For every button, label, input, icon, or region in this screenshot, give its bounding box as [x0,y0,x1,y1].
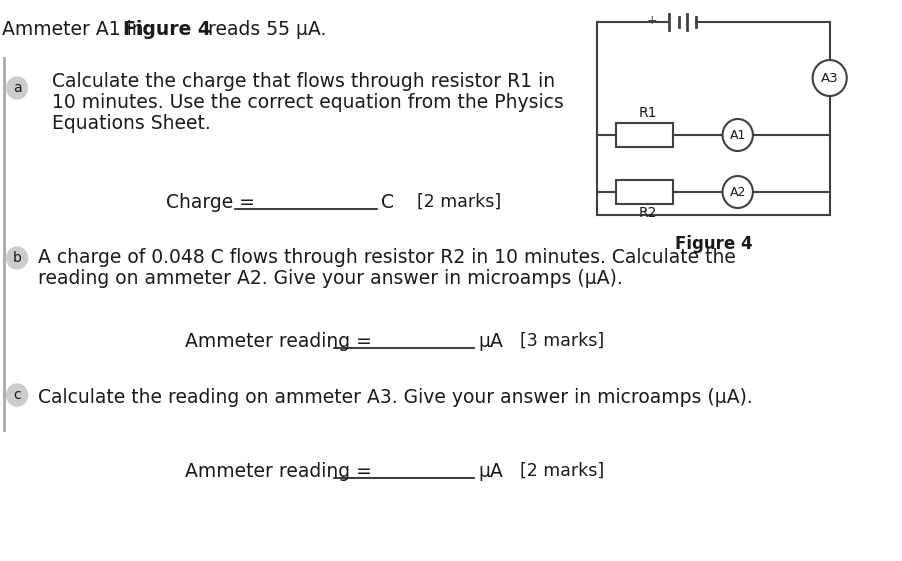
FancyBboxPatch shape [616,180,673,204]
Text: reading on ammeter A2. Give your answer in microamps (μA).: reading on ammeter A2. Give your answer … [38,269,622,288]
Text: b: b [13,251,22,265]
Text: Figure 4: Figure 4 [124,20,211,39]
FancyBboxPatch shape [616,123,673,147]
Text: Charge =: Charge = [166,193,261,212]
Text: R1: R1 [640,106,658,120]
Text: R2: R2 [640,206,658,220]
Text: C: C [382,193,394,212]
Text: A3: A3 [821,71,839,85]
Text: Calculate the reading on ammeter A3. Give your answer in microamps (μA).: Calculate the reading on ammeter A3. Giv… [38,388,752,407]
Text: c: c [14,388,21,402]
Text: a: a [13,81,22,95]
Text: reads 55 μA.: reads 55 μA. [202,20,327,39]
Text: [2 marks]: [2 marks] [418,193,502,211]
Text: Equations Sheet.: Equations Sheet. [52,114,211,133]
Circle shape [723,119,753,151]
Circle shape [813,60,847,96]
Text: μA: μA [478,332,502,351]
Circle shape [6,247,27,269]
Text: A1: A1 [730,128,746,141]
Text: μA: μA [478,462,502,481]
Text: Calculate the charge that flows through resistor R1 in: Calculate the charge that flows through … [52,72,556,91]
Circle shape [723,176,753,208]
Text: [3 marks]: [3 marks] [520,332,603,350]
Circle shape [6,77,27,99]
Circle shape [6,384,27,406]
Text: Ammeter A1 in: Ammeter A1 in [2,20,150,39]
Text: A2: A2 [730,186,746,199]
Text: Ammeter reading =: Ammeter reading = [185,462,378,481]
Text: +: + [647,13,658,26]
Text: A charge of 0.048 C flows through resistor R2 in 10 minutes. Calculate the: A charge of 0.048 C flows through resist… [38,248,736,267]
Text: Figure 4: Figure 4 [675,235,752,253]
Text: 10 minutes. Use the correct equation from the Physics: 10 minutes. Use the correct equation fro… [52,93,564,112]
Text: [2 marks]: [2 marks] [520,462,603,480]
Text: Ammeter reading =: Ammeter reading = [185,332,378,351]
